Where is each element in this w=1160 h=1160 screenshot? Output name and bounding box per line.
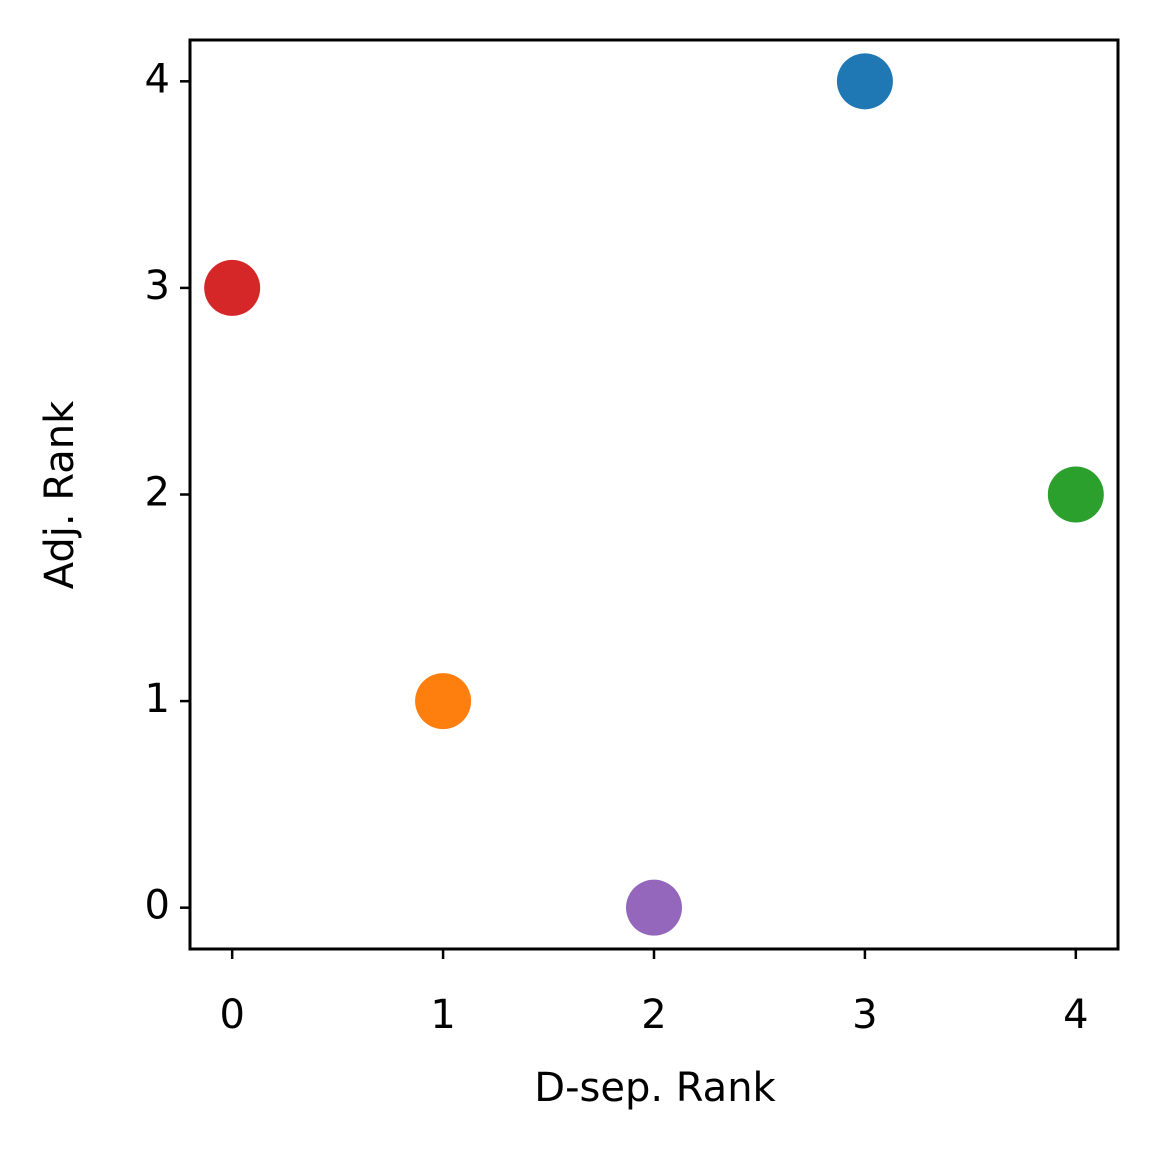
point [415, 673, 472, 730]
point [1047, 466, 1104, 523]
x-tick-label: 2 [641, 992, 666, 1038]
point [626, 879, 682, 936]
x-tick-label: 0 [219, 992, 244, 1038]
x-axis-label: D-sep. Rank [534, 1065, 776, 1111]
point [836, 53, 893, 110]
y-tick-label: 0 [145, 883, 170, 929]
y-tick-label: 2 [145, 470, 170, 516]
y-axis-label: Adj. Rank [37, 400, 83, 589]
y-tick-label: 1 [145, 676, 170, 722]
plot-frame [188, 38, 1120, 951]
y-tick-label: 4 [145, 56, 170, 102]
x-tick-label: 1 [430, 992, 455, 1038]
x-tick-label: 3 [852, 992, 877, 1038]
x-tick-label: 4 [1063, 992, 1088, 1038]
point [204, 259, 261, 316]
y-tick-label: 3 [145, 263, 170, 309]
